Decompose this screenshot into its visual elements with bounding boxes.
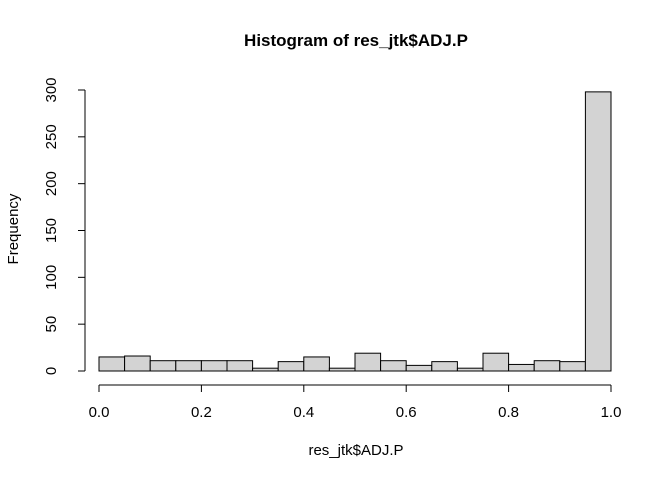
histogram-bar bbox=[431, 361, 458, 372]
y-tick-label: 300 bbox=[43, 77, 60, 102]
histogram-bar bbox=[405, 364, 433, 372]
histogram-bar bbox=[277, 361, 305, 372]
x-tick-label: 0.2 bbox=[191, 404, 212, 421]
histogram-bar bbox=[124, 355, 151, 372]
y-tick-label: 0 bbox=[43, 367, 60, 375]
histogram-bar bbox=[482, 352, 510, 372]
histogram-bar bbox=[303, 356, 330, 372]
histogram-bar bbox=[533, 360, 561, 372]
x-tick-label: 0.8 bbox=[498, 404, 519, 421]
y-axis: 0 50 100 150 200 250 300 bbox=[43, 77, 86, 375]
histogram-bar bbox=[226, 360, 254, 372]
y-tick-label: 200 bbox=[43, 171, 60, 196]
histogram-bar bbox=[508, 363, 535, 372]
y-tick-label: 150 bbox=[43, 218, 60, 243]
y-tick-label: 250 bbox=[43, 124, 60, 149]
histogram-bar bbox=[584, 91, 612, 372]
histogram-bar bbox=[98, 356, 126, 372]
histogram-bar bbox=[456, 367, 484, 372]
bars-group bbox=[98, 91, 612, 372]
x-axis: 0.0 0.2 0.4 0.6 0.8 1.0 bbox=[89, 384, 622, 421]
x-tick-label: 0.0 bbox=[89, 404, 110, 421]
chart-title: Histogram of res_jtk$ADJ.P bbox=[244, 31, 468, 50]
histogram-bar bbox=[328, 367, 356, 372]
histogram-bar bbox=[149, 360, 177, 372]
histogram-bar bbox=[354, 352, 382, 372]
histogram-bar bbox=[252, 367, 279, 372]
y-tick-label: 50 bbox=[43, 316, 60, 333]
x-tick-label: 1.0 bbox=[601, 404, 622, 421]
histogram-bar bbox=[380, 360, 407, 372]
x-tick-label: 0.4 bbox=[293, 404, 314, 421]
y-tick-label: 100 bbox=[43, 265, 60, 290]
histogram-bar bbox=[200, 360, 228, 372]
histogram-bar bbox=[175, 360, 202, 372]
x-tick-label: 0.6 bbox=[396, 404, 417, 421]
histogram-bar bbox=[559, 361, 586, 372]
y-axis-label: Frequency bbox=[5, 193, 22, 264]
x-axis-label: res_jtk$ADJ.P bbox=[308, 442, 403, 459]
